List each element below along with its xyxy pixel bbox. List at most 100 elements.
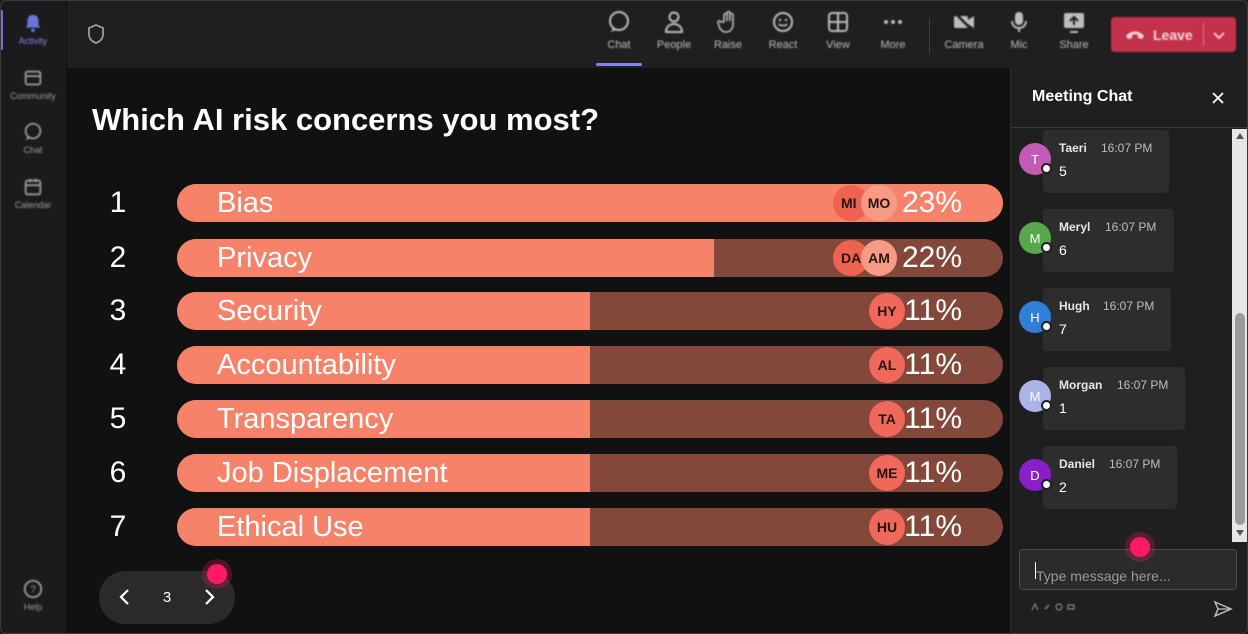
view-button[interactable]: View [813, 10, 863, 62]
message-bubble: Morgan 16:07 PM 1 [1043, 367, 1185, 430]
rail-item-calendar[interactable]: Calendar [0, 176, 66, 228]
poll-question: Which AI risk concerns you most? [92, 102, 600, 137]
raise-hand-button[interactable]: Raise [703, 10, 753, 62]
scrollbar-thumb[interactable] [1235, 313, 1245, 525]
option-label: Transparency [217, 403, 394, 435]
chat-panel-title: Meeting Chat [1032, 88, 1133, 105]
option-rank: 1 [109, 186, 127, 219]
rail-label-help: Help [23, 602, 43, 612]
option-percent: 11% [904, 348, 962, 381]
option-bar-fill [177, 508, 590, 546]
chevron-right-icon[interactable] [201, 587, 217, 607]
chat-button-label: Chat [607, 39, 631, 51]
poll-option-row: 6 Job Displacement 11% ME [105, 453, 1005, 493]
rail-item-community[interactable]: Community [0, 67, 66, 119]
emoji-icon[interactable] [1055, 603, 1063, 611]
share-button[interactable]: Share [1049, 10, 1099, 62]
option-label: Job Displacement [217, 457, 448, 489]
voter-avatar: ME [869, 455, 905, 491]
option-bar-track [177, 346, 1003, 384]
chat-button[interactable]: Chat [594, 10, 644, 62]
option-rank: 7 [109, 510, 127, 543]
option-bar-fill [177, 454, 590, 492]
mic-icon [1011, 12, 1027, 32]
people-icon [664, 11, 684, 33]
gif-icon[interactable] [1067, 603, 1075, 611]
chat-header-divider [1011, 127, 1248, 128]
option-bar-fill [177, 346, 590, 384]
option-rank: 2 [109, 241, 127, 274]
page-number: 3 [162, 589, 172, 606]
chevron-left-icon[interactable] [117, 587, 133, 607]
sender-name: Meryl [1059, 220, 1091, 234]
option-bar-fill [177, 400, 590, 438]
phone-hangup-icon [1126, 31, 1144, 39]
message-bubble: Daniel 16:07 PM 2 [1043, 446, 1177, 509]
format-icon[interactable] [1031, 603, 1039, 611]
option-percent: 11% [904, 294, 962, 327]
voter-avatar: TA [869, 401, 905, 437]
message-bubble: Hugh 16:07 PM 7 [1043, 288, 1171, 351]
grid-icon [828, 12, 848, 32]
voter-avatar: AL [869, 347, 905, 383]
message-time: 16:07 PM [1109, 457, 1161, 471]
option-bar-fill [177, 292, 590, 330]
rail-label-community: Community [10, 91, 56, 101]
message-text: 1 [1059, 400, 1067, 416]
camera-button[interactable]: Camera [939, 10, 989, 62]
poll-option-row: 4 Accountability 11% AL [105, 345, 1005, 385]
voter-avatar: MO [861, 185, 897, 221]
sender-name: Hugh [1059, 299, 1090, 313]
chat-scrollbar[interactable] [1232, 129, 1248, 542]
poll-option-row: 7 Ethical Use 11% HU [105, 507, 1005, 547]
share-icon [1064, 13, 1084, 33]
scroll-up-arrow-icon[interactable] [1236, 133, 1244, 139]
option-label: Bias [217, 187, 274, 219]
scroll-down-arrow-icon[interactable] [1236, 530, 1244, 536]
leave-button[interactable]: Leave [1111, 17, 1236, 52]
smiley-icon [773, 12, 793, 32]
presence-status-icon [1041, 479, 1052, 490]
option-percent: 11% [904, 456, 962, 489]
poll-option-row: 5 Transparency 11% TA [105, 399, 1005, 439]
send-icon[interactable] [1213, 600, 1233, 618]
chat-icon [609, 11, 629, 32]
calendar-icon [24, 178, 42, 196]
chevron-down-icon[interactable] [1212, 28, 1226, 42]
shield-icon[interactable] [87, 24, 105, 44]
raise-hand-label: Raise [713, 39, 743, 51]
rail-label-calendar: Calendar [14, 200, 52, 210]
message-bubble: Meryl 16:07 PM 6 [1043, 209, 1174, 272]
voter-avatar: AM [861, 240, 897, 276]
rail-active-indicator [0, 10, 3, 50]
react-button-label: React [768, 39, 798, 51]
presence-status-icon [1041, 163, 1052, 174]
option-bar-track [177, 508, 1003, 546]
option-label: Ethical Use [217, 511, 364, 543]
view-button-label: View [826, 39, 850, 51]
option-label: Security [217, 295, 322, 327]
rail-item-help[interactable]: ? Help [0, 578, 66, 630]
rail-item-activity[interactable]: Activity [0, 12, 66, 64]
react-button[interactable]: React [758, 10, 808, 62]
community-icon [24, 70, 42, 86]
message-text: 5 [1059, 163, 1067, 179]
option-percent: 22% [901, 241, 962, 274]
leave-button-label: Leave [1153, 26, 1193, 43]
rail-label-chat: Chat [23, 145, 43, 155]
people-button[interactable]: People [649, 10, 699, 62]
option-bar-track [177, 400, 1003, 438]
attach-icon[interactable] [1043, 603, 1051, 611]
more-button[interactable]: More [868, 10, 918, 62]
message-text: 7 [1059, 321, 1067, 337]
presence-status-icon [1041, 400, 1052, 411]
close-icon[interactable] [1210, 90, 1226, 106]
svg-text:?: ? [30, 585, 36, 596]
chat-message-input[interactable] [1019, 549, 1237, 590]
message-time: 16:07 PM [1103, 299, 1155, 313]
option-rank: 6 [109, 456, 127, 489]
people-button-label: People [656, 39, 692, 51]
rail-item-chat[interactable]: Chat [0, 121, 66, 173]
mic-button[interactable]: Mic [994, 10, 1044, 62]
voter-avatar: HY [869, 293, 905, 329]
